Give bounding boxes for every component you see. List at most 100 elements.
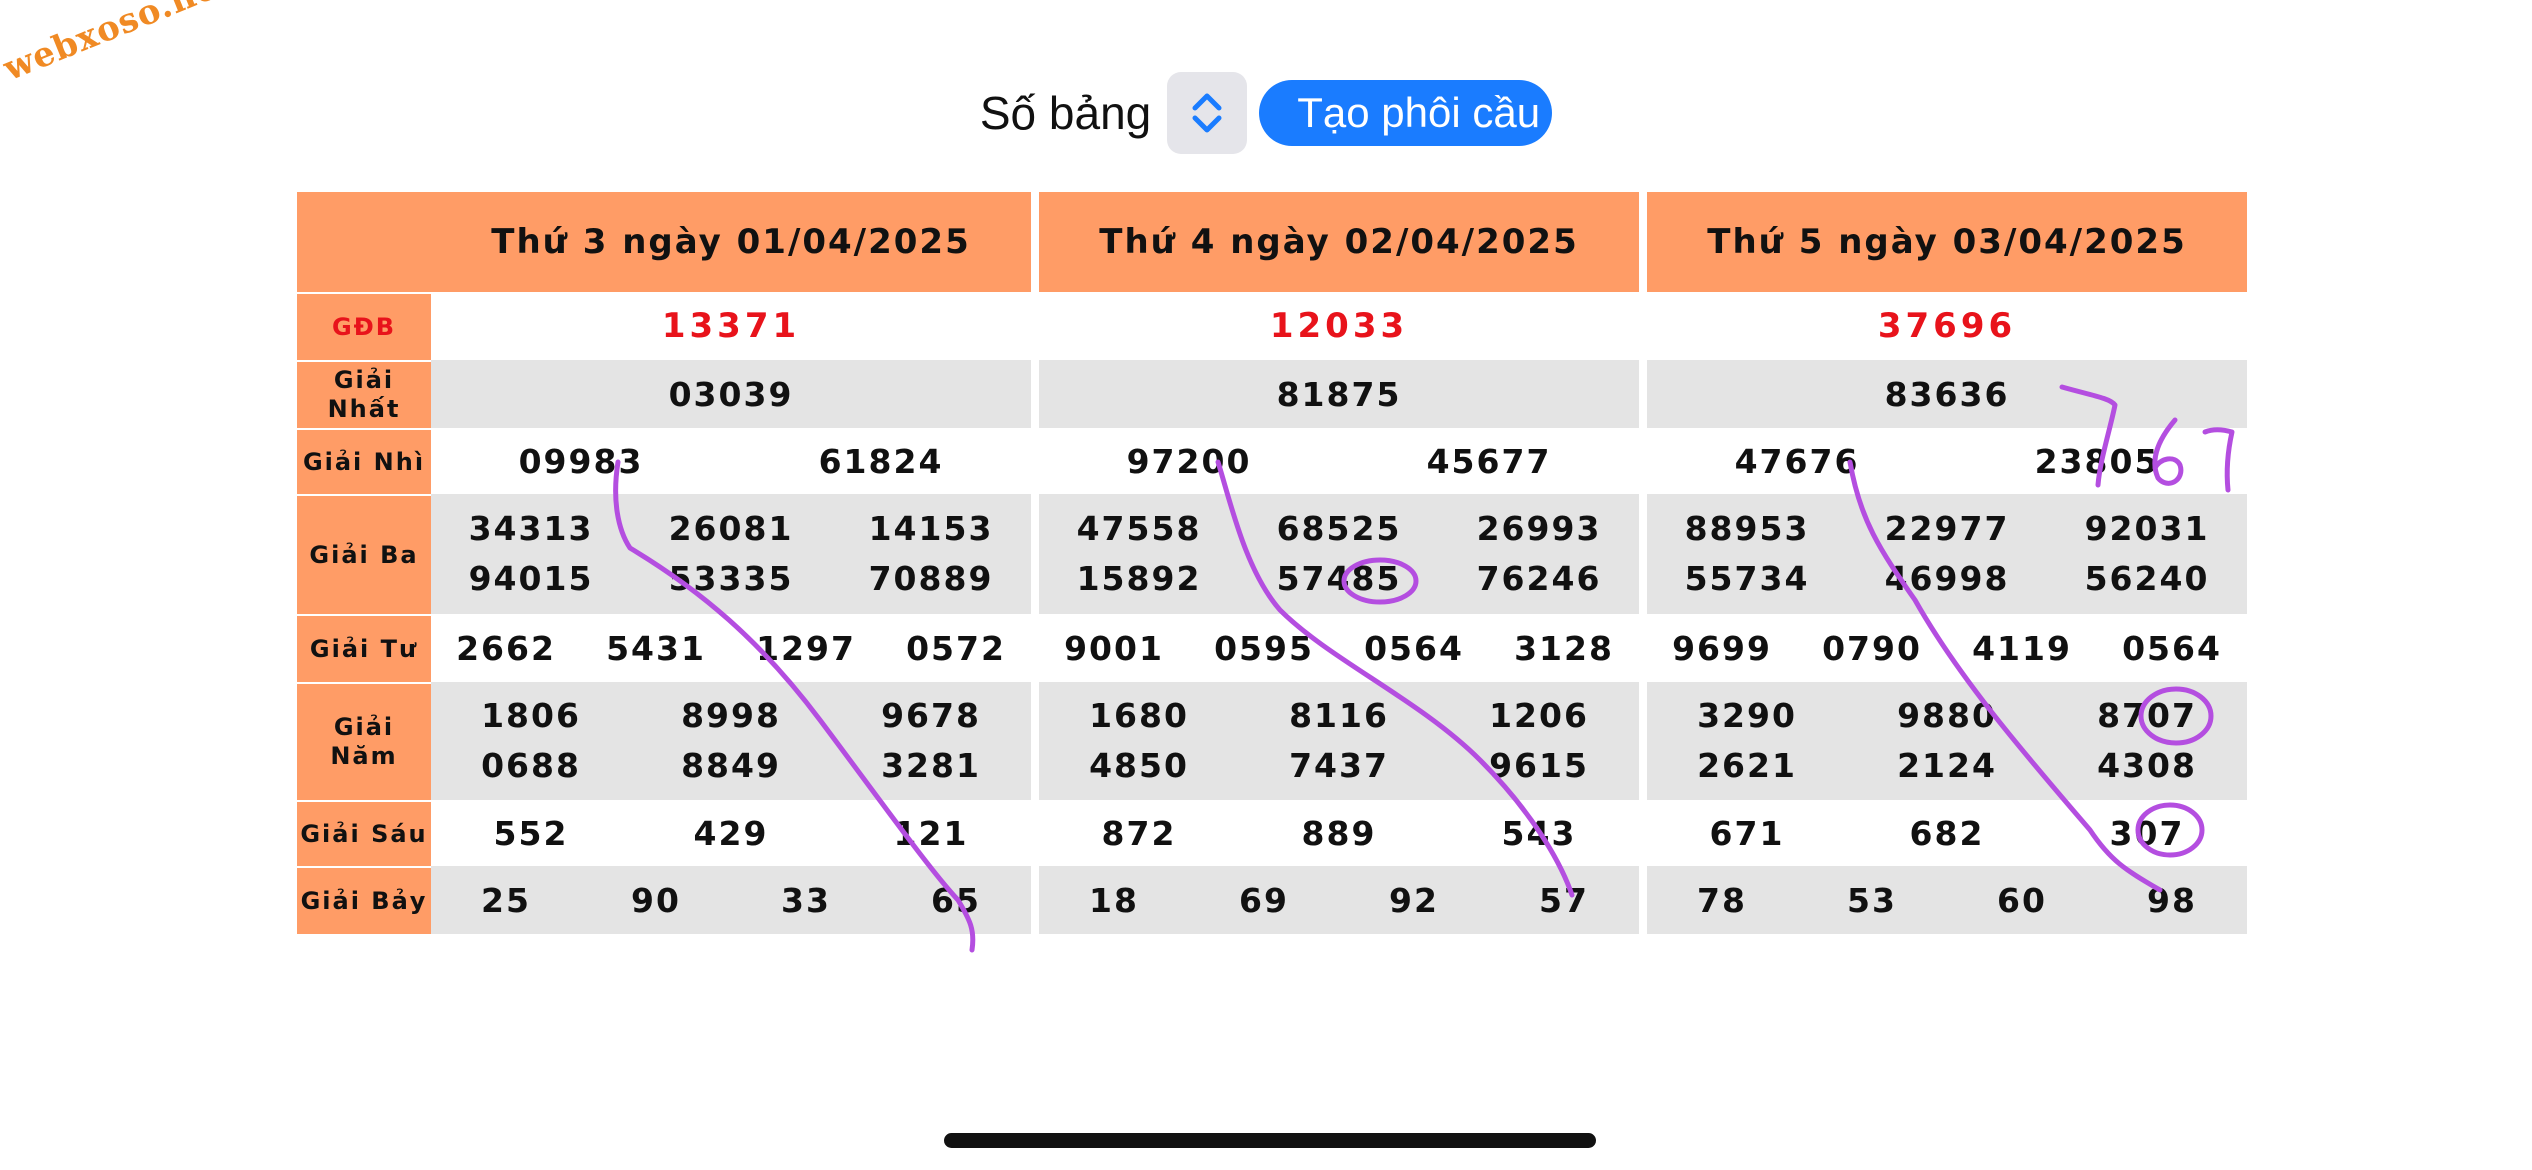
label-nam: Giải Năm — [297, 682, 431, 800]
prize-number: 60 — [1997, 880, 2047, 920]
prize-number: 92031 — [2084, 509, 2210, 548]
special-prize-number: 12033 — [1269, 306, 1409, 346]
prize-number: 8849 — [681, 746, 781, 785]
prize-number: 872 — [1101, 813, 1177, 853]
prize-number: 56240 — [2084, 559, 2210, 598]
prize-number: 78 — [1697, 880, 1747, 920]
prize-number: 543 — [1501, 813, 1577, 853]
prize-number: 7437 — [1289, 746, 1389, 785]
day-2-header: Thứ 4 ngày 02/04/2025 — [1039, 192, 1639, 292]
prize-number: 57485 — [1276, 559, 1402, 598]
day-3-nhat: 83636 — [1647, 360, 2247, 428]
row-gdb: GĐB 13371 12033 37696 — [297, 292, 2247, 360]
day-1-header: Thứ 3 ngày 01/04/2025 — [431, 192, 1031, 292]
prize-number: 98 — [2147, 880, 2197, 920]
label-nhat-line-2: Nhất — [327, 395, 401, 423]
prize-number: 4119 — [1972, 628, 2072, 668]
prize-number: 4850 — [1089, 746, 1189, 785]
prize-number: 889 — [1301, 813, 1377, 853]
prize-number: 22977 — [1884, 509, 2010, 548]
prize-number: 14153 — [868, 509, 994, 548]
prize-number: 57 — [1539, 880, 1589, 920]
prize-number: 1680 — [1089, 696, 1189, 735]
generate-button[interactable]: Tạo phôi cầu — [1259, 80, 1553, 146]
prize-number: 9699 — [1672, 628, 1772, 668]
prize-number: 47676 — [1734, 441, 1860, 481]
prize-number: 0564 — [2122, 628, 2222, 668]
prize-number: 34313 — [468, 509, 594, 548]
prize-number: 23805 — [2034, 441, 2160, 481]
prize-number: 5431 — [606, 628, 706, 668]
prize-number: 0564 — [1364, 628, 1464, 668]
prize-number: 0688 — [481, 746, 581, 785]
prize-number: 61824 — [818, 441, 944, 481]
prize-number: 45677 — [1426, 441, 1552, 481]
prize-number: 8998 — [681, 696, 781, 735]
prize-number: 70889 — [868, 559, 994, 598]
prize-number: 26993 — [1476, 509, 1602, 548]
prize-number: 83636 — [1884, 374, 2010, 414]
label-nhat-line-1: Giải — [333, 366, 395, 394]
prize-number: 3281 — [881, 746, 981, 785]
prize-number: 8116 — [1289, 696, 1389, 735]
prize-number: 55734 — [1684, 559, 1810, 598]
prize-number: 65 — [931, 880, 981, 920]
row-sau: Giải Sáu 552 429 121 872 889 543 671 682… — [297, 800, 2247, 866]
label-tu: Giải Tư — [297, 614, 431, 682]
prize-number: 1297 — [756, 628, 856, 668]
row-nhi: Giải Nhì 09983 61824 97200 45677 47676 2… — [297, 428, 2247, 494]
prize-number: 2621 — [1697, 746, 1797, 785]
prize-number: 33 — [781, 880, 831, 920]
day-1-nhat: 03039 — [431, 360, 1031, 428]
label-gdb: GĐB — [297, 292, 431, 360]
prize-number: 76246 — [1476, 559, 1602, 598]
day-3-gdb: 37696 — [1647, 292, 2247, 360]
day-2-gdb: 12033 — [1039, 292, 1639, 360]
prize-number: 68525 — [1276, 509, 1402, 548]
results-table-container: Thứ 3 ngày 01/04/2025 Thứ 4 ngày 02/04/2… — [297, 192, 2247, 934]
prize-number: 0595 — [1214, 628, 1314, 668]
prize-number: 3290 — [1697, 696, 1797, 735]
header-corner — [297, 192, 431, 292]
home-indicator[interactable] — [944, 1133, 1596, 1148]
prize-number: 47558 — [1076, 509, 1202, 548]
label-sau: Giải Sáu — [297, 800, 431, 866]
prize-number: 4308 — [2097, 746, 2197, 785]
prize-number: 671 — [1709, 813, 1785, 853]
prize-number: 121 — [893, 813, 969, 853]
prize-number: 90 — [631, 880, 681, 920]
label-nhat: Giải Nhất — [297, 360, 431, 428]
table-count-label: Số bảng — [979, 87, 1152, 139]
row-bay: Giải Bảy 25 90 33 65 18 69 92 57 78 53 6… — [297, 866, 2247, 934]
prize-number: 2662 — [456, 628, 556, 668]
row-nhat: Giải Nhất 03039 81875 83636 — [297, 360, 2247, 428]
prize-number: 9615 — [1489, 746, 1589, 785]
day-1-gdb: 13371 — [431, 292, 1031, 360]
prize-number: 9001 — [1064, 628, 1164, 668]
label-bay: Giải Bảy — [297, 866, 431, 934]
row-nam: Giải Năm 1806 8998 9678 0688 8849 3281 1… — [297, 682, 2247, 800]
prize-number: 2124 — [1897, 746, 1997, 785]
prize-number: 94015 — [468, 559, 594, 598]
label-ba: Giải Ba — [297, 494, 431, 614]
special-prize-number: 13371 — [661, 306, 801, 346]
prize-number: 15892 — [1076, 559, 1202, 598]
prize-number: 53 — [1847, 880, 1897, 920]
prize-number: 92 — [1389, 880, 1439, 920]
prize-number: 1806 — [481, 696, 581, 735]
lottery-results-table: Thứ 3 ngày 01/04/2025 Thứ 4 ngày 02/04/2… — [297, 192, 2247, 934]
day-3-header: Thứ 5 ngày 03/04/2025 — [1647, 192, 2247, 292]
prize-number: 3128 — [1514, 628, 1614, 668]
prize-number: 9678 — [881, 696, 981, 735]
prize-number: 81875 — [1276, 374, 1402, 414]
special-prize-number: 37696 — [1877, 306, 2017, 346]
prize-number: 26081 — [668, 509, 794, 548]
table-count-stepper[interactable] — [1167, 72, 1248, 154]
prize-number: 09983 — [518, 441, 644, 481]
row-tu: Giải Tư 2662 5431 1297 0572 9001 0595 05… — [297, 614, 2247, 682]
prize-number: 53335 — [668, 559, 794, 598]
prize-number: 0790 — [1822, 628, 1922, 668]
prize-number: 9880 — [1897, 696, 1997, 735]
prize-number: 552 — [493, 813, 569, 853]
prize-number: 88953 — [1684, 509, 1810, 548]
